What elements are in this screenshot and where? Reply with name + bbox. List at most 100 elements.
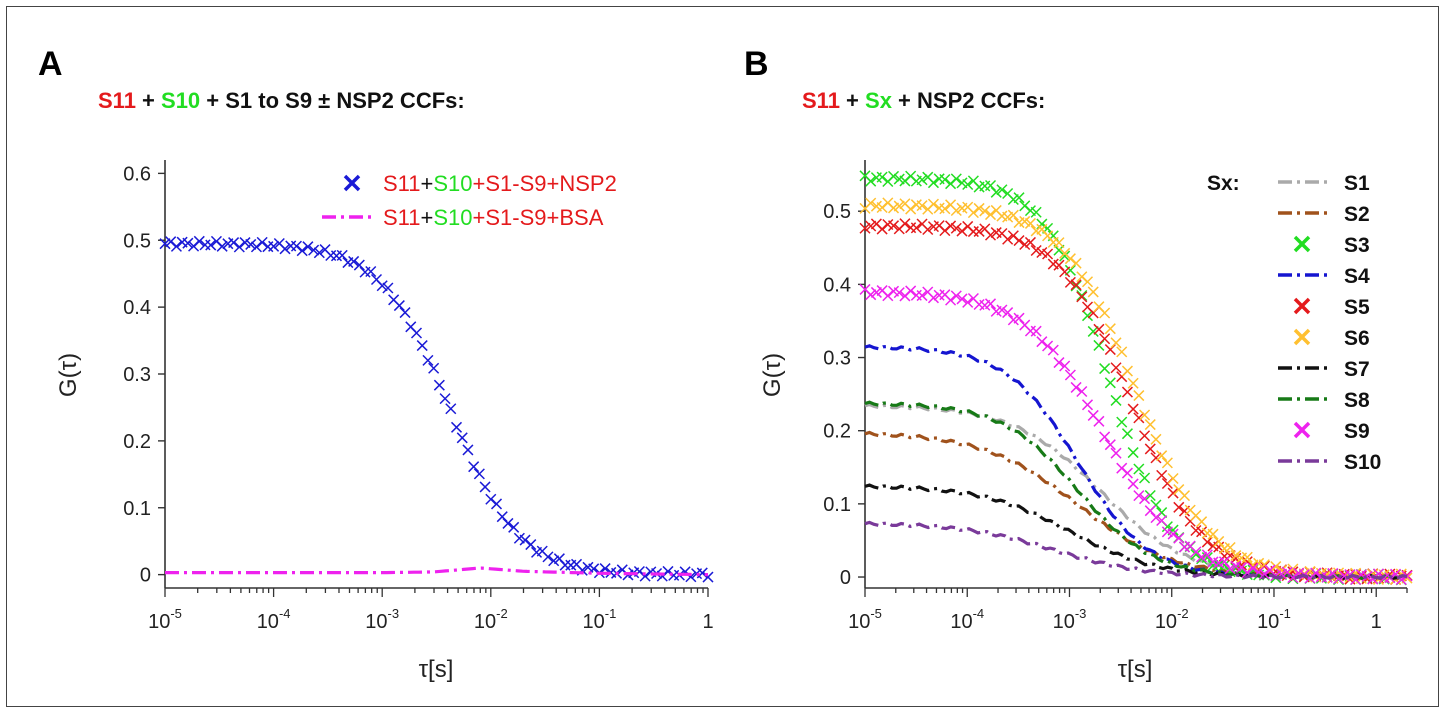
panel-a-title-part-1: + (136, 88, 161, 113)
panel-b-point-s6 (1161, 457, 1173, 469)
panel-b-y-tick-label: 0.3 (823, 348, 851, 370)
panel-b-point-s9 (1093, 415, 1105, 427)
panel-b-point-s5 (1024, 236, 1036, 248)
panel-b-point-s5 (1110, 362, 1122, 374)
panel-a-legend-label-0: S11+S10+S1-S9+NSP2 (383, 171, 617, 196)
panel-b-point-s5 (859, 222, 871, 234)
panel-b-point-s9 (893, 287, 905, 299)
panel-a-point-s11-s10-s1-s9-nsp2 (313, 247, 325, 259)
panel-b-point-s9 (1258, 568, 1270, 580)
panel-b-point-s9 (1076, 385, 1088, 398)
panel-b-point-s3 (1087, 325, 1099, 337)
panel-a-title-part-3: + S1 to S9 ± NSP2 CCFs: (200, 88, 465, 113)
panel-a-point-s11-s10-s1-s9-nsp2 (365, 265, 377, 278)
panel-a-point-s11-s10-s1-s9-nsp2 (639, 570, 651, 582)
panel-a-point-s11-s10-s1-s9-nsp2 (353, 259, 365, 271)
panel-b-point-s5 (1099, 333, 1111, 345)
panel-a-point-s11-s10-s1-s9-nsp2 (290, 240, 302, 252)
panel-b-point-s9 (1247, 562, 1259, 574)
panel-b-point-s9 (1002, 307, 1014, 319)
panel-a-y-tick-label: 0.6 (123, 163, 151, 185)
panel-a-point-s11-s10-s1-s9-nsp2 (450, 421, 463, 433)
panel-b-point-s6 (1196, 516, 1208, 528)
panel-b-point-s6 (1116, 346, 1128, 358)
panel-b-title-part-0: S11 (802, 88, 840, 113)
panel-b-point-s9 (1059, 360, 1071, 372)
panel-b-point-s5 (1076, 291, 1088, 303)
panel-a-letter: A (38, 45, 63, 83)
panel-b-point-s5 (1121, 386, 1133, 398)
panel-a-point-s11-s10-s1-s9-nsp2 (416, 340, 428, 352)
panel-a-point-s11-s10-s1-s9-nsp2 (508, 521, 520, 533)
panel-a-x-tick-label: 10-2 (474, 606, 508, 633)
panel-b-point-s9 (945, 294, 957, 306)
panel-b-point-s5 (950, 222, 962, 234)
panel-b-point-s6 (1139, 409, 1151, 421)
panel-b-point-s5 (1144, 443, 1156, 455)
panel-b-point-s6 (950, 204, 962, 217)
panel-a-point-s11-s10-s1-s9-nsp2 (376, 280, 388, 292)
panel-b-title: S11 + Sx + NSP2 CCFs: (802, 88, 1045, 113)
panel-a-title-part-2: S10 (161, 88, 200, 113)
panel-b-point-s9 (1030, 325, 1042, 337)
panel-b-point-s5 (899, 218, 911, 230)
panel-a-point-s11-s10-s1-s9-nsp2 (193, 235, 205, 247)
panel-a-point-s11-s10-s1-s9-nsp2 (519, 534, 531, 546)
panel-b-point-s9 (1173, 532, 1185, 544)
panel-a-xlabel: τ[s] (419, 656, 454, 683)
panel-b-point-s5 (945, 220, 957, 232)
panel-a-point-s11-s10-s1-s9-nsp2 (559, 559, 571, 571)
panel-b-point-s9 (1121, 467, 1133, 479)
panel-b-x-tick-label: 1 (1371, 611, 1382, 633)
panel-a-point-s11-s10-s1-s9-nsp2 (393, 300, 405, 312)
panel-b-point-s5 (876, 223, 888, 235)
panel-b-point-s6 (1241, 551, 1253, 563)
panel-b-legend-marker-s5 (1293, 297, 1311, 315)
panel-a-point-s11-s10-s1-s9-nsp2 (439, 393, 451, 405)
panel-b-point-s9 (927, 292, 939, 304)
panel-b-point-s9 (1287, 572, 1299, 584)
panel-b-point-s9 (882, 290, 894, 302)
panel-b-point-s6 (1104, 323, 1116, 335)
panel-b-legend-label-s10: S10 (1344, 451, 1381, 474)
panel-b-point-s9 (962, 296, 974, 308)
panel-b-point-s3 (1116, 416, 1128, 428)
panel-b-point-s9 (950, 290, 962, 302)
panel-b-point-s6 (1156, 450, 1168, 462)
panel-a-y-tick-label: 0.2 (123, 431, 151, 453)
panel-b-legend-label-s6: S6 (1344, 327, 1370, 350)
panel-b-point-s6 (967, 207, 979, 219)
panel-b-point-s6 (984, 209, 997, 221)
panel-a-point-s11-s10-s1-s9-nsp2 (170, 240, 182, 252)
panel-a-point-s11-s10-s1-s9-nsp2 (182, 237, 194, 249)
panel-b-legend-label-s4: S4 (1344, 265, 1370, 288)
panel-b-xlabel: τ[s] (1118, 656, 1153, 683)
panel-b-point-s9 (1144, 505, 1156, 517)
panel-a-y-tick-label: 0.3 (123, 364, 151, 386)
panel-b-point-s3 (1144, 489, 1156, 502)
panel-b-point-s6 (1127, 377, 1139, 389)
panel-b-point-s9 (1024, 325, 1036, 337)
panel-b-point-s9 (1099, 431, 1111, 443)
panel-a-point-s11-s10-s1-s9-nsp2 (216, 240, 228, 252)
panel-b-point-s9 (1036, 336, 1048, 348)
panel-b-point-s3 (916, 174, 928, 186)
panel-b-point-s5 (1127, 403, 1139, 415)
panel-a-point-s11-s10-s1-s9-nsp2 (256, 236, 268, 248)
panel-a-point-s11-s10-s1-s9-nsp2 (348, 255, 360, 267)
panel-b-series-s10 (864, 520, 1408, 581)
panel-b-legend-title: Sx: (1207, 172, 1240, 195)
panel-b-legend-label-s1: S1 (1344, 172, 1370, 195)
panel-b-point-s6 (1007, 209, 1019, 221)
panel-a-point-s11-s10-s1-s9-nsp2 (245, 238, 257, 250)
panel-b-x-tick-label: 10-4 (950, 606, 984, 633)
panel-a-point-s11-s10-s1-s9-nsp2 (205, 239, 217, 251)
panel-b-point-s3 (1059, 250, 1071, 262)
panel-b-point-s3 (984, 179, 997, 192)
panel-b-point-s3 (1127, 447, 1139, 459)
panel-b-point-s3 (887, 170, 900, 182)
panel-b-ylabel: G(τ) (759, 353, 786, 397)
panel-b-point-s6 (939, 203, 951, 215)
panel-a-x-tick-label: 10-5 (148, 606, 182, 633)
panel-b-point-s9 (1013, 312, 1025, 324)
